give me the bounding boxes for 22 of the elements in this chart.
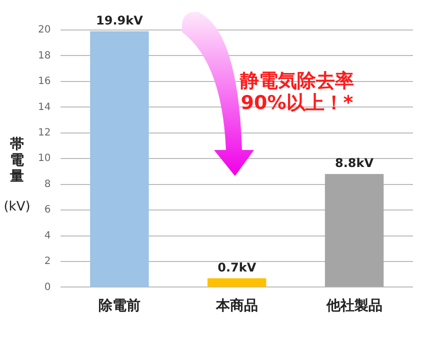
y-tick-label: 8 bbox=[44, 178, 51, 190]
y-tick-label: 12 bbox=[38, 127, 51, 138]
y-tick-label: 10 bbox=[38, 153, 51, 164]
y-tick-label: 4 bbox=[44, 230, 51, 242]
y-tick-label: 14 bbox=[38, 102, 51, 113]
bar bbox=[90, 31, 149, 287]
x-tick-label: 他社製品 bbox=[325, 298, 382, 314]
y-tick-label: 18 bbox=[38, 50, 51, 62]
data-label: 0.7kV bbox=[218, 260, 257, 274]
annotation: 静電気除去率 90%以上！* bbox=[240, 70, 354, 114]
y-tick-label: 6 bbox=[44, 204, 51, 216]
x-tick-label: 除電前 bbox=[98, 298, 140, 314]
bar bbox=[324, 174, 384, 287]
y-tick-label: 0 bbox=[44, 282, 51, 293]
y-axis-title: 帯電量(kV) bbox=[4, 136, 30, 214]
data-label: 8.8kV bbox=[335, 156, 374, 170]
y-tick-label: 2 bbox=[44, 256, 51, 268]
y-tick-label: 20 bbox=[38, 24, 51, 36]
data-label: 19.9kV bbox=[96, 13, 144, 28]
y-tick-label: 16 bbox=[38, 76, 51, 88]
x-tick-label: 本商品 bbox=[214, 297, 258, 314]
bar bbox=[208, 278, 266, 287]
